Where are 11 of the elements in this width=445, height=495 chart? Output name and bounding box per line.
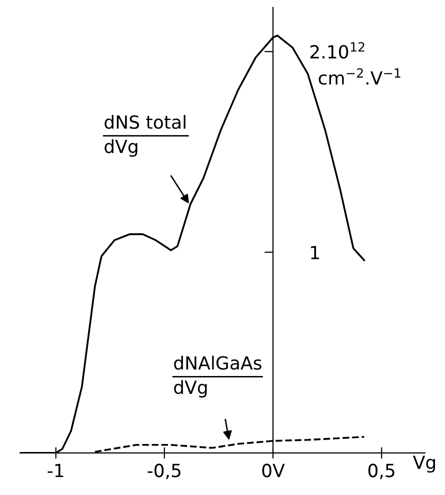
y-tick-label: 1 — [311, 246, 319, 260]
annotation: dNS total dVg — [104, 114, 186, 157]
x-tick-label: -0,5 — [148, 464, 180, 480]
x-tick-label: 0,5 — [368, 464, 394, 480]
annotation: cm$^{−2}$.V$^{−1}$ — [318, 68, 400, 85]
x-axis-title: Vg — [412, 456, 435, 473]
x-tick-label: 0V — [262, 464, 285, 478]
annotation: .10$^{12}$ — [322, 42, 364, 59]
annotation: dNAlGaAs dVg — [174, 356, 262, 398]
y-tick-label: 2 — [310, 45, 319, 58]
x-tick-label: -1 — [48, 464, 64, 478]
